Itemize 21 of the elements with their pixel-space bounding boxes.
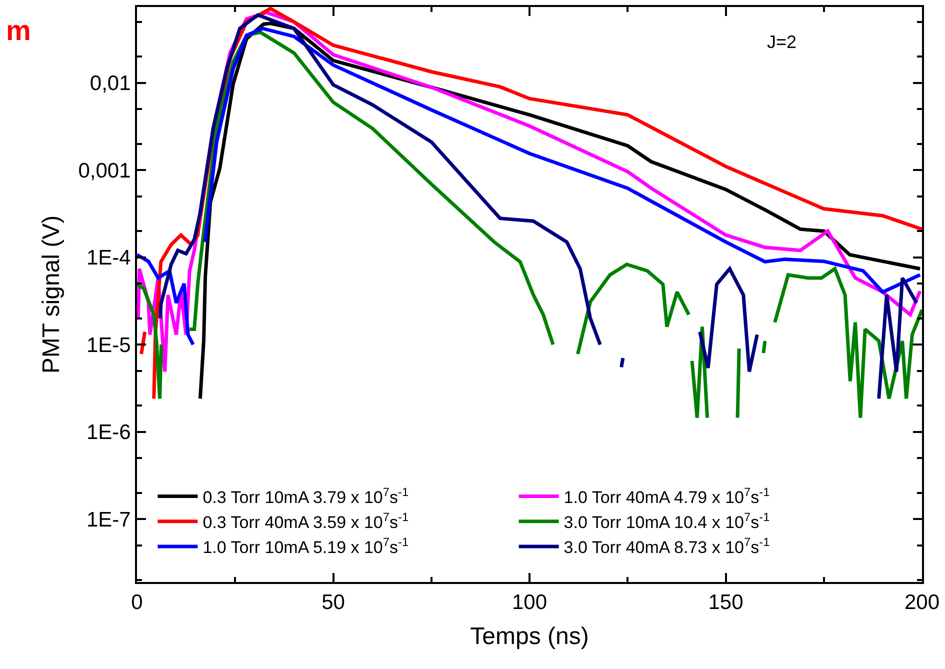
legend-label: 0.3 Torr 40mA 3.59 x 10$^{7}$s$^{-1}$ bbox=[202, 510, 409, 532]
y-tick-label: 1E-5 bbox=[86, 334, 131, 357]
legend-label: 1.0 Torr 10mA 5.19 x 10$^{7}$s$^{-1}$ bbox=[202, 534, 409, 558]
text: m bbox=[6, 15, 31, 46]
y-tick-label: 0,01 bbox=[90, 72, 131, 96]
x-tick-label: 0 bbox=[131, 591, 143, 614]
legend-label: 1.0 Torr 40mA 4.79 x 10$^{7}$s$^{-1}$ bbox=[564, 484, 770, 507]
y-tick-label: 1E-4 bbox=[86, 246, 132, 270]
x-tick-label: 150 bbox=[708, 591, 744, 614]
legend-label: 3.0 Torr 10mA 10.4 x 10$^{7}$s$^{-1}$ bbox=[564, 510, 770, 532]
y-tick-label: 1E-7 bbox=[86, 508, 131, 532]
x-tick-label: 200 bbox=[904, 591, 940, 614]
y-tick-label: 1E-6 bbox=[86, 421, 131, 444]
legend-label: 3.0 Torr 40mA 8.73 x 10$^{7}$s$^{-1}$ bbox=[564, 534, 770, 558]
legend-label: 0.3 Torr 10mA 3.79 x 10$^{7}$s$^{-1}$ bbox=[202, 484, 409, 507]
x-tick-label: 100 bbox=[512, 591, 548, 614]
x-tick-label: 50 bbox=[322, 591, 345, 614]
x-axis-title: Temps (ns) bbox=[470, 623, 589, 650]
y-tick-label: 0,001 bbox=[78, 159, 131, 182]
y-axis-title: PMT signal (V) bbox=[38, 215, 65, 374]
annotation: J=2 bbox=[767, 32, 797, 52]
